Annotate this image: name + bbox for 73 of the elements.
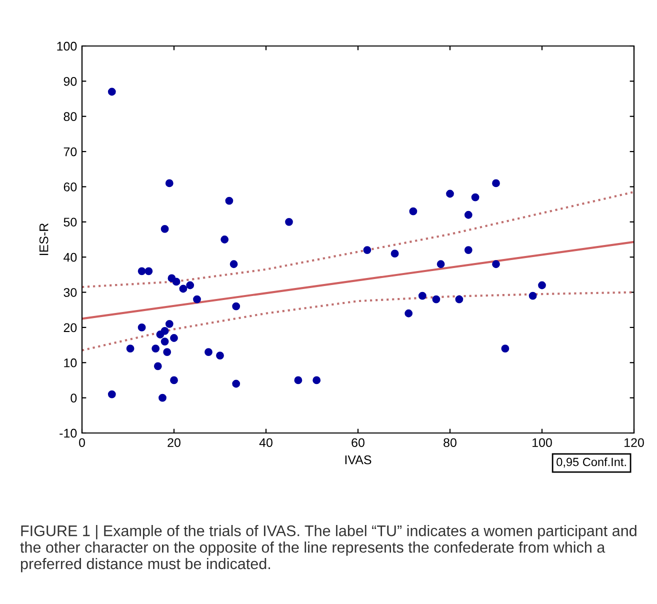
point [404, 309, 413, 318]
x-tick-label: 0 [79, 438, 85, 448]
point [160, 224, 169, 233]
point [163, 348, 172, 356]
y-tick-label: 60 [64, 182, 77, 192]
line-series [82, 291, 634, 352]
point [165, 179, 174, 188]
point [471, 193, 480, 202]
x-tick-label: 100 [532, 438, 552, 448]
text: 0,95 Conf.Int. [556, 458, 626, 468]
point [144, 267, 153, 276]
point [165, 320, 174, 328]
y-tick-label: 20 [64, 323, 77, 332]
y-tick-label: -10 [60, 428, 77, 438]
point [492, 260, 500, 268]
point [294, 376, 302, 384]
point [108, 390, 116, 398]
point [436, 260, 445, 268]
y-tick-label: 40 [64, 252, 77, 262]
point [528, 292, 537, 300]
point [464, 210, 472, 219]
point [285, 218, 293, 226]
point [216, 352, 224, 360]
point [160, 338, 169, 346]
point [170, 334, 178, 342]
x-axis-title: IVAS [345, 455, 372, 464]
y-tick-label: 50 [64, 218, 77, 227]
point [538, 281, 546, 290]
point [418, 292, 426, 300]
y-tick-label: 30 [64, 288, 77, 297]
point [409, 207, 418, 216]
point [446, 190, 454, 198]
point [232, 380, 240, 388]
point [179, 284, 188, 293]
y-tick-label: 70 [64, 147, 77, 156]
point [501, 344, 510, 353]
point [154, 362, 162, 370]
point [152, 344, 160, 353]
point [232, 302, 240, 310]
point [492, 179, 500, 188]
point [160, 327, 169, 335]
point [230, 260, 238, 268]
x-tick-label: 80 [444, 438, 456, 448]
point [172, 278, 180, 286]
caption: FIGURE 1 | Example of the trials of IVAS. The label “TU” indicates a women participant and the other character on the opposite of the line represents the confederate from which a preferred distance must be indicated. [20, 525, 636, 572]
point [220, 236, 229, 244]
y-tick-label: 90 [64, 76, 77, 86]
point [204, 348, 212, 356]
x-tick-label: 60 [352, 438, 364, 448]
point [170, 376, 178, 384]
point [390, 250, 399, 258]
y-tick-label: 0 [70, 394, 77, 402]
point [108, 88, 116, 96]
point [363, 246, 372, 254]
point [193, 295, 201, 304]
y-tick-label: 100 [57, 42, 77, 51]
point [455, 295, 464, 304]
x-tick-label: 20 [168, 438, 180, 448]
point [225, 196, 234, 205]
point [312, 376, 321, 384]
line-series [82, 190, 634, 288]
point [126, 344, 134, 353]
point [138, 267, 146, 276]
x-tick-label: 40 [259, 438, 272, 448]
y-axis-title: IES-R [39, 223, 48, 256]
point [138, 324, 146, 332]
point [158, 394, 166, 402]
point [464, 246, 472, 254]
point [432, 295, 440, 304]
y-tick-label: 10 [64, 358, 77, 368]
point [186, 281, 194, 290]
y-tick-label: 80 [64, 112, 77, 122]
x-tick-label: 120 [624, 438, 644, 448]
